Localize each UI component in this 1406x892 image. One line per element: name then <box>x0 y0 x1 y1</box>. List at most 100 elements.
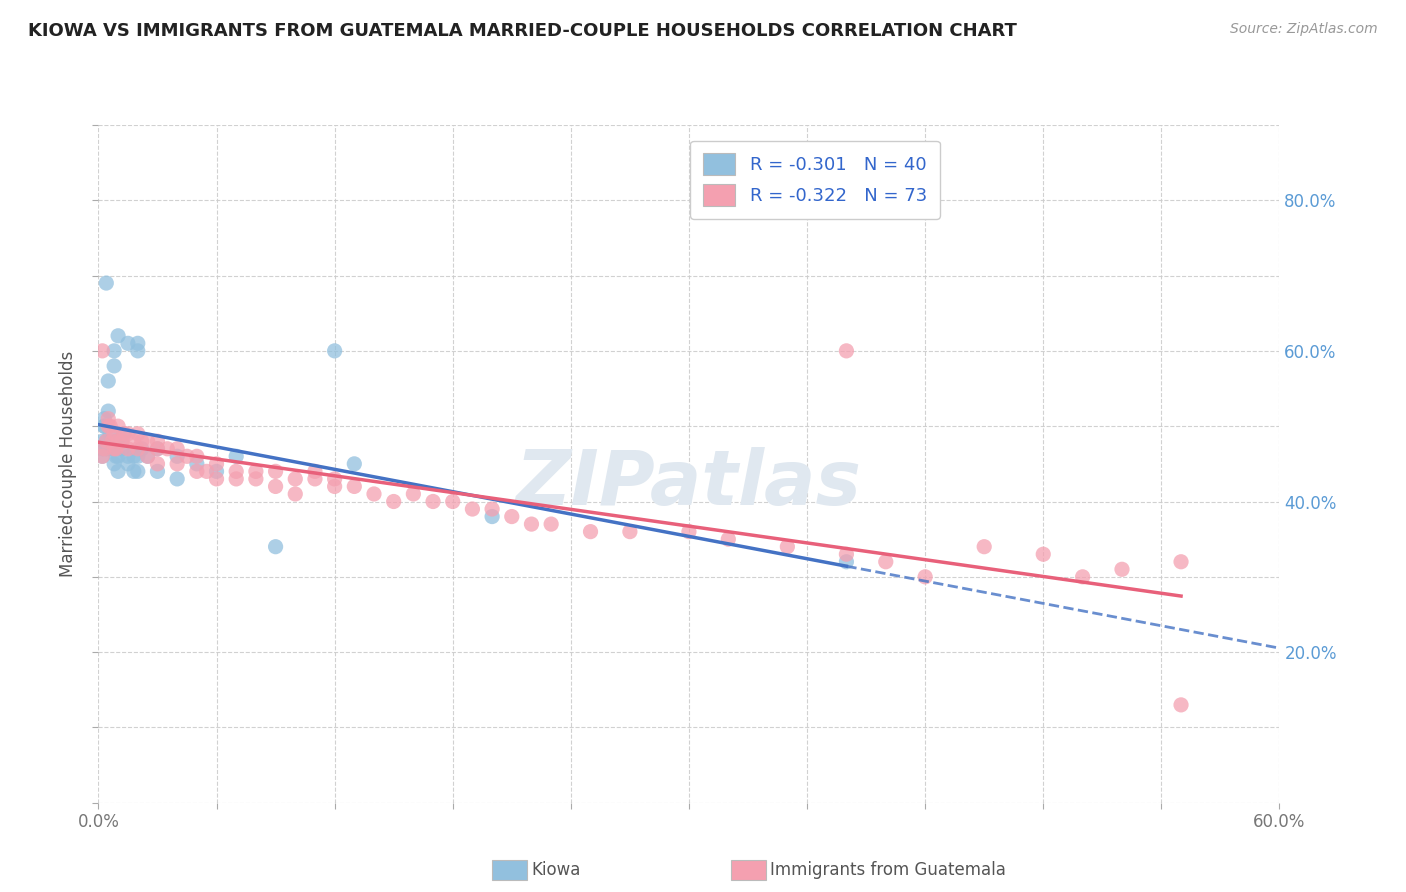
Point <box>131 442 153 456</box>
Point <box>98 442 121 456</box>
Point <box>103 457 125 471</box>
Point <box>91 442 114 456</box>
Point <box>205 457 228 471</box>
Point <box>245 464 267 478</box>
Point <box>343 457 366 471</box>
Point <box>96 434 118 449</box>
Point <box>363 487 385 501</box>
Point <box>122 464 145 478</box>
Point <box>914 570 936 584</box>
Point <box>717 532 740 546</box>
Point <box>146 434 169 449</box>
Point <box>96 442 118 456</box>
Point <box>1071 570 1094 584</box>
Point <box>146 442 169 456</box>
Point <box>127 464 149 478</box>
Point <box>117 457 139 471</box>
Point <box>103 442 125 456</box>
Point <box>97 404 120 418</box>
Point <box>105 450 128 464</box>
Text: Source: ZipAtlas.com: Source: ZipAtlas.com <box>1230 22 1378 37</box>
Point <box>304 472 326 486</box>
Point <box>117 450 139 464</box>
Point <box>835 547 858 561</box>
Point <box>166 472 188 486</box>
Point <box>146 457 169 471</box>
Text: Immigrants from Guatemala: Immigrants from Guatemala <box>770 861 1007 879</box>
Point <box>501 509 523 524</box>
Point <box>117 426 139 441</box>
Point <box>225 472 247 486</box>
Point <box>107 434 129 449</box>
Point <box>205 472 228 486</box>
Point <box>111 434 134 449</box>
Point <box>122 434 145 449</box>
Point <box>973 540 995 554</box>
Text: ZIPatlas: ZIPatlas <box>516 447 862 521</box>
Point <box>127 343 149 358</box>
Point <box>264 540 287 554</box>
Point <box>127 426 149 441</box>
Point <box>186 464 208 478</box>
Point <box>520 517 543 532</box>
Point <box>186 450 208 464</box>
Legend: R = -0.301   N = 40, R = -0.322   N = 73: R = -0.301 N = 40, R = -0.322 N = 73 <box>690 141 939 219</box>
Point <box>96 434 118 449</box>
Point <box>136 450 159 464</box>
Point <box>441 494 464 508</box>
Bar <box>731 860 766 880</box>
Point <box>540 517 562 532</box>
Point <box>343 479 366 493</box>
Point <box>103 426 125 441</box>
Point <box>195 464 218 478</box>
Point <box>131 434 153 449</box>
Point <box>97 419 120 434</box>
Point <box>136 450 159 464</box>
Point <box>481 502 503 516</box>
Point <box>1170 555 1192 569</box>
Point <box>93 419 115 434</box>
Point <box>93 411 115 425</box>
Point <box>776 540 799 554</box>
Point <box>112 426 135 441</box>
Point <box>105 434 128 449</box>
Point <box>98 426 121 441</box>
Point <box>111 434 134 449</box>
Point <box>382 494 405 508</box>
Point <box>402 487 425 501</box>
Point <box>103 343 125 358</box>
Text: Kiowa: Kiowa <box>531 861 581 879</box>
Point <box>146 464 169 478</box>
Point <box>103 442 125 456</box>
Point <box>166 457 188 471</box>
Point <box>225 464 247 478</box>
Point <box>107 464 129 478</box>
Point <box>156 442 179 456</box>
Point <box>579 524 602 539</box>
Point <box>93 442 115 456</box>
Point <box>835 343 858 358</box>
Point <box>98 419 121 434</box>
Point <box>176 450 198 464</box>
Point <box>107 328 129 343</box>
Point <box>91 450 114 464</box>
Point <box>875 555 897 569</box>
Point <box>107 450 129 464</box>
Point <box>323 479 346 493</box>
Point <box>96 276 118 290</box>
Point <box>284 487 307 501</box>
Point <box>101 434 124 449</box>
Point <box>323 343 346 358</box>
Point <box>122 450 145 464</box>
Point <box>186 457 208 471</box>
Point <box>264 479 287 493</box>
Point <box>91 434 114 449</box>
Point <box>835 555 858 569</box>
Point <box>97 374 120 388</box>
Point <box>422 494 444 508</box>
Point <box>461 502 484 516</box>
Point <box>166 450 188 464</box>
Point <box>117 336 139 351</box>
Point <box>166 442 188 456</box>
Point <box>284 472 307 486</box>
